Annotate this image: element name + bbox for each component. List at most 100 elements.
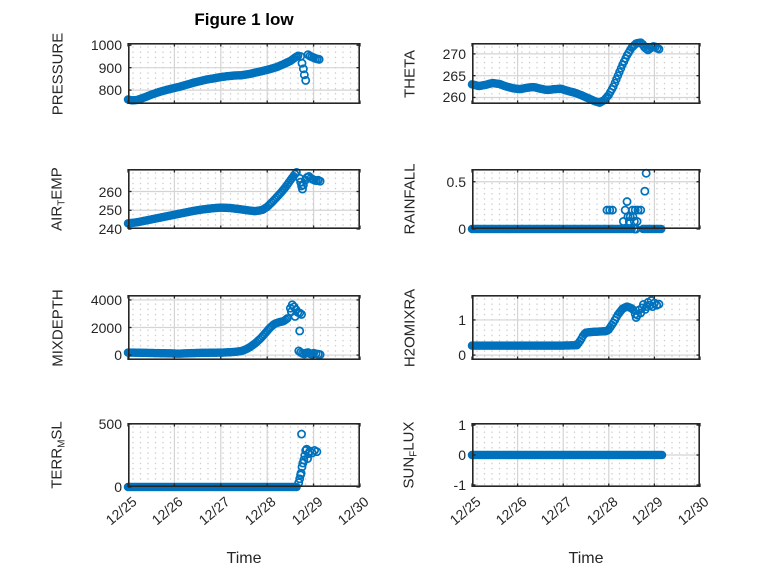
- x-tick-label: 12/30: [334, 493, 372, 529]
- data-point: [297, 429, 306, 439]
- axes-border: [472, 295, 700, 361]
- data-point: [301, 76, 311, 85]
- tick-marks: [471, 423, 701, 487]
- data-point: [314, 54, 324, 64]
- y-tick-label: 1: [458, 311, 466, 328]
- subplot-sun-flux: -1 0 1 SUNFLUX 12/25 12/26 12/27 12/28 12/29 12/3…: [401, 417, 712, 528]
- axes-border: [128, 423, 360, 488]
- subplot-pressure: 800 900 1000 PRESSURE: [50, 32, 361, 115]
- x-tick-label: 12/29: [288, 493, 326, 529]
- y-tick-label: 500: [98, 416, 122, 433]
- data-point: [654, 44, 664, 54]
- data-point: [303, 454, 313, 464]
- y-tick-label: 4000: [90, 291, 122, 308]
- data-point: [315, 350, 325, 360]
- subplot-rainfall: 0 0.5 RAINFALL: [402, 164, 701, 237]
- subplot-mixdepth: 0 2000 4000 MIXDEPTH: [50, 289, 361, 366]
- data-point: [286, 307, 296, 317]
- x-tick-label: 12/25: [446, 493, 484, 529]
- axes-border: [128, 169, 360, 230]
- data-point: [315, 176, 325, 186]
- plot-area: [467, 38, 701, 107]
- data-series: [123, 50, 324, 105]
- y-tick-label: 0: [458, 221, 466, 237]
- y-axis-label: PRESSURE: [49, 32, 67, 115]
- data-point: [622, 197, 632, 207]
- data-point: [607, 205, 617, 215]
- data-point: [636, 205, 646, 215]
- data-point: [605, 205, 615, 215]
- subplot-air-temp: 240 250 260 AIRTEMP: [49, 167, 361, 237]
- data-point: [654, 299, 664, 309]
- data-series: [123, 300, 325, 360]
- y-tick-label: 1000: [90, 37, 122, 54]
- y-tick-label: 1: [458, 417, 466, 434]
- y-tick-label: 260: [442, 89, 466, 106]
- y-tick-label: 0: [114, 479, 122, 495]
- minor-grid: [474, 171, 698, 227]
- tick-marks: [127, 295, 361, 360]
- figure-title: Figure 1 low: [194, 10, 294, 29]
- x-tick-label: 12/26: [492, 493, 530, 529]
- y-axis-label: TERRMSL: [48, 421, 68, 489]
- tick-marks: [471, 43, 701, 104]
- axes-border: [472, 169, 700, 230]
- data-series: [467, 296, 664, 350]
- subplot-h2omixra: 0 1 H2OMIXRA: [402, 288, 701, 367]
- y-axis-label: H2OMIXRA: [401, 288, 419, 367]
- data-point: [649, 298, 659, 308]
- minor-grid: [130, 425, 358, 485]
- data-point: [298, 180, 308, 190]
- plot-area: [123, 295, 361, 361]
- y-axis-label: MIXDEPTH: [49, 288, 67, 367]
- plot-area: [467, 295, 701, 361]
- y-tick-label: 0: [114, 347, 122, 364]
- tick-marks: [127, 169, 361, 230]
- plot-area: [123, 168, 361, 230]
- x-tick-label: 12/27: [537, 493, 575, 529]
- data-series: [467, 450, 667, 460]
- x-axis-label-left: Time: [226, 550, 262, 567]
- data-point: [298, 184, 307, 194]
- y-tick-label: 265: [442, 67, 466, 84]
- x-tick-label: 12/27: [195, 493, 233, 529]
- plot-area: [123, 423, 361, 492]
- y-axis-label: RAINFALL: [401, 163, 419, 235]
- data-point: [640, 186, 650, 196]
- data-point: [295, 474, 305, 484]
- data-point: [657, 450, 667, 460]
- plot-area: [123, 43, 361, 105]
- y-tick-label: 250: [98, 202, 122, 219]
- x-axis-label-right: Time: [568, 550, 604, 567]
- data-point: [290, 169, 300, 179]
- tick-marks: [471, 169, 701, 230]
- y-tick-label: 0: [458, 447, 466, 463]
- tick-marks: [471, 295, 701, 360]
- x-tick-label: 12/28: [241, 493, 279, 529]
- y-axis-label: AIRTEMP: [48, 167, 68, 231]
- axes-border: [128, 43, 360, 105]
- subplot-terr-msl: 0 500 TERRMSL 12/25 12/26 12/27 12/28 12/29 12/3…: [49, 416, 372, 528]
- y-tick-label: -1: [453, 476, 466, 493]
- data-point: [307, 448, 317, 458]
- data-point: [298, 64, 308, 74]
- y-tick-label: 0: [458, 347, 466, 364]
- plot-area: [467, 168, 701, 234]
- y-tick-label: 0.5: [446, 173, 466, 190]
- y-tick-label: 2000: [90, 319, 122, 336]
- data-point: [299, 70, 309, 80]
- x-tick-label: 12/30: [674, 493, 712, 529]
- y-tick-label: 800: [98, 82, 122, 99]
- data-point: [297, 58, 307, 68]
- x-tick-label: 12/25: [102, 493, 140, 529]
- x-tick-label: 12/29: [628, 493, 667, 529]
- axes-border: [472, 43, 700, 105]
- y-tick-label: 240: [98, 221, 122, 237]
- data-point: [633, 205, 643, 215]
- y-axis-label: SUNFLUX: [400, 421, 420, 489]
- x-tick-label: 12/28: [583, 493, 621, 529]
- data-point: [312, 447, 322, 457]
- y-tick-label: 270: [442, 45, 466, 62]
- tick-marks: [127, 43, 361, 104]
